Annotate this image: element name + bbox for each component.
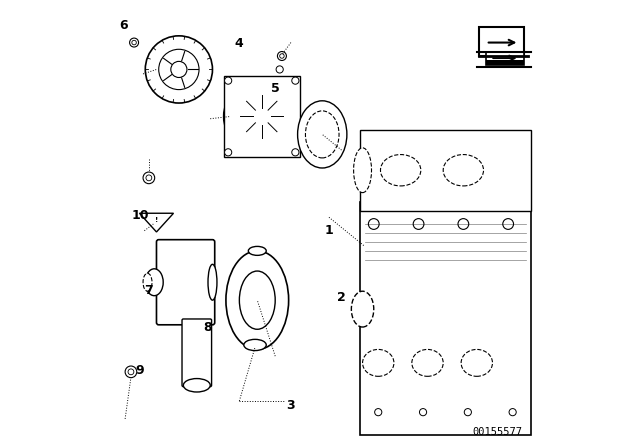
Circle shape [146, 175, 152, 181]
Circle shape [125, 366, 137, 378]
Text: !: ! [155, 216, 158, 223]
Text: 4: 4 [234, 37, 243, 51]
Circle shape [225, 77, 232, 84]
Circle shape [128, 369, 134, 375]
Ellipse shape [351, 291, 374, 327]
FancyBboxPatch shape [360, 202, 531, 435]
Circle shape [369, 219, 379, 229]
Text: 7: 7 [145, 284, 153, 297]
Ellipse shape [354, 148, 371, 193]
FancyBboxPatch shape [486, 60, 524, 65]
Text: 10: 10 [131, 208, 148, 222]
Circle shape [464, 409, 472, 416]
Circle shape [237, 92, 287, 141]
Text: 5: 5 [271, 82, 280, 95]
Circle shape [292, 77, 299, 84]
Circle shape [159, 49, 199, 90]
Circle shape [223, 78, 300, 155]
Circle shape [458, 219, 468, 229]
FancyBboxPatch shape [360, 130, 531, 211]
Circle shape [130, 38, 139, 47]
Ellipse shape [362, 349, 394, 376]
Circle shape [143, 172, 155, 184]
Circle shape [278, 52, 287, 60]
Ellipse shape [298, 101, 347, 168]
Text: 1: 1 [324, 224, 333, 237]
Ellipse shape [443, 155, 484, 186]
FancyBboxPatch shape [157, 240, 215, 325]
Ellipse shape [184, 379, 210, 392]
Circle shape [374, 409, 382, 416]
Text: 2: 2 [337, 291, 346, 305]
Circle shape [509, 409, 516, 416]
Polygon shape [140, 213, 173, 232]
Circle shape [145, 36, 212, 103]
Circle shape [276, 66, 284, 73]
FancyBboxPatch shape [479, 27, 524, 56]
Ellipse shape [461, 349, 493, 376]
Ellipse shape [143, 273, 152, 291]
Circle shape [503, 219, 513, 229]
Ellipse shape [239, 271, 275, 329]
Text: 00155577: 00155577 [472, 427, 522, 437]
FancyBboxPatch shape [182, 319, 212, 387]
Ellipse shape [145, 269, 163, 296]
Ellipse shape [380, 155, 421, 186]
Ellipse shape [244, 340, 266, 350]
Ellipse shape [226, 251, 289, 349]
Ellipse shape [208, 264, 217, 300]
Circle shape [132, 40, 136, 45]
Text: 9: 9 [136, 364, 144, 378]
Text: 6: 6 [120, 19, 128, 33]
Circle shape [292, 149, 299, 156]
Circle shape [419, 409, 427, 416]
FancyBboxPatch shape [224, 76, 300, 157]
Circle shape [225, 149, 232, 156]
Text: 8: 8 [204, 320, 212, 334]
Ellipse shape [248, 246, 266, 255]
Circle shape [413, 219, 424, 229]
Circle shape [280, 54, 284, 58]
Ellipse shape [412, 349, 443, 376]
Ellipse shape [305, 111, 339, 158]
Text: 3: 3 [287, 399, 295, 412]
Circle shape [171, 61, 187, 78]
FancyBboxPatch shape [486, 52, 524, 65]
